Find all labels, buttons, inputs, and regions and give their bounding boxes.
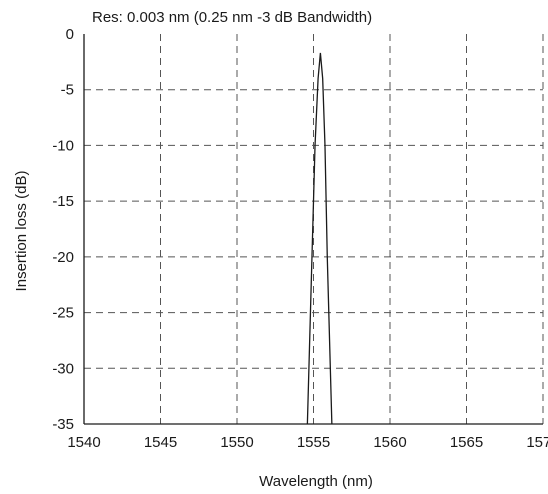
y-tick-label: -35 [52,416,74,433]
chart-annotation: Res: 0.003 nm (0.25 nm -3 dB Bandwidth) [92,9,372,26]
grid [84,34,544,424]
y-tick-label: -10 [52,137,74,154]
x-tick-label: 1560 [373,434,406,451]
x-tick-label: 1565 [450,434,483,451]
y-tick-label: -15 [52,193,74,210]
y-tick-label: 0 [66,26,74,43]
y-axis-label: Insertion loss (dB) [13,171,30,292]
y-tick-label: -25 [52,305,74,322]
x-tick-label: 1545 [144,434,177,451]
series-line [306,52,333,425]
x-axis-label: Wavelength (nm) [259,473,373,490]
y-tick-label: -5 [61,82,74,99]
x-tick-label: 1540 [67,434,100,451]
y-tick-label: -30 [52,360,74,377]
series-layer [306,52,333,425]
y-tick-labels: 0 -5 -10 -15 -20 -25 -30 -35 [52,26,74,433]
x-tick-label: 1550 [220,434,253,451]
axes [83,34,543,425]
y-tick-label: -20 [52,249,74,266]
x-tick-label: 1555 [297,434,330,451]
